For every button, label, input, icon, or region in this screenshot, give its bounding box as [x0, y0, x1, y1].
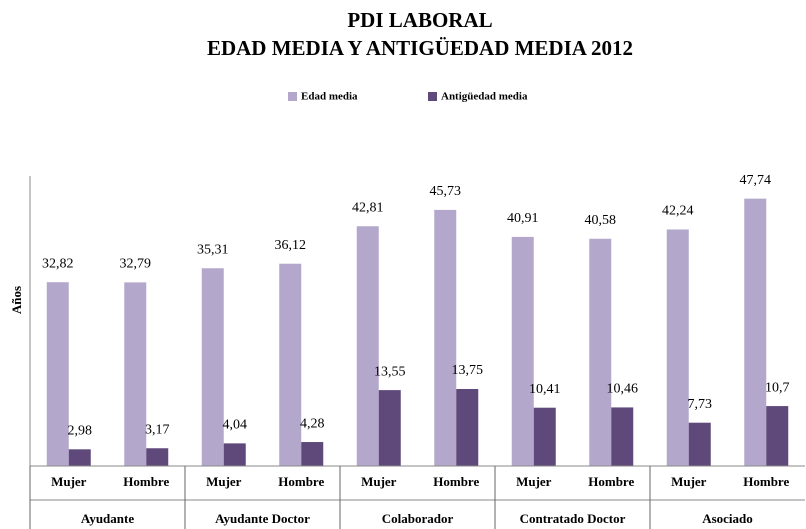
data-label: 2,98 [68, 424, 93, 439]
data-label: 45,73 [430, 184, 462, 199]
data-label: 32,79 [120, 257, 152, 272]
legend-swatch [288, 92, 297, 101]
x-tick-label: Mujer [206, 474, 242, 489]
bar [456, 389, 479, 466]
bar [533, 407, 556, 466]
group-label: Ayudante Doctor [215, 511, 310, 526]
bar [356, 226, 379, 466]
bar [279, 263, 302, 466]
x-tick-label: Hombre [433, 474, 479, 489]
group-label: Asociado [702, 511, 753, 526]
data-label: 10,41 [529, 382, 561, 397]
bar [301, 442, 324, 466]
chart-subtitle: EDAD MEDIA Y ANTIGÜEDAD MEDIA 2012 [207, 36, 633, 60]
bar [666, 229, 689, 466]
data-label: 47,74 [740, 173, 772, 188]
data-label: 3,17 [145, 422, 170, 437]
group-label: Contratado Doctor [520, 511, 626, 526]
y-axis-label: Años [9, 286, 24, 314]
data-label: 13,55 [374, 364, 406, 379]
bar [511, 236, 534, 466]
data-label: 7,73 [688, 397, 713, 412]
data-label: 10,7 [765, 380, 790, 395]
legend-label: Antigüedad media [441, 91, 528, 103]
data-label: 35,31 [197, 242, 229, 257]
data-label: 10,46 [607, 382, 639, 397]
bar [46, 282, 69, 466]
data-label: 13,75 [452, 363, 484, 378]
bar [146, 448, 169, 466]
data-label: 42,81 [352, 200, 384, 215]
bar [201, 268, 224, 466]
x-tick-label: Mujer [671, 474, 707, 489]
data-label: 32,82 [42, 256, 74, 271]
legend-swatch [428, 92, 437, 101]
x-tick-label: Hombre [123, 474, 169, 489]
x-tick-label: Mujer [361, 474, 397, 489]
group-label: Colaborador [382, 511, 454, 526]
bar [589, 238, 612, 466]
bar [744, 198, 767, 466]
bar [378, 390, 401, 466]
bar [688, 422, 711, 466]
data-label: 4,28 [300, 416, 325, 431]
data-label: 36,12 [275, 238, 307, 253]
x-tick-label: Mujer [51, 474, 87, 489]
legend-label: Edad media [301, 91, 358, 103]
bar [611, 407, 634, 466]
bar [223, 443, 246, 466]
x-tick-label: Hombre [278, 474, 324, 489]
bar [68, 449, 91, 466]
chart-title: PDI LABORAL [347, 8, 492, 32]
group-label: Ayudante [81, 511, 134, 526]
data-label: 4,04 [223, 418, 248, 433]
bar [124, 282, 147, 466]
data-label: 40,58 [585, 213, 617, 228]
data-label: 42,24 [662, 204, 694, 219]
data-label: 40,91 [507, 211, 539, 226]
x-tick-label: Hombre [743, 474, 789, 489]
x-tick-label: Mujer [516, 474, 552, 489]
bar [434, 209, 457, 467]
bar [766, 406, 789, 466]
x-tick-label: Hombre [588, 474, 634, 489]
